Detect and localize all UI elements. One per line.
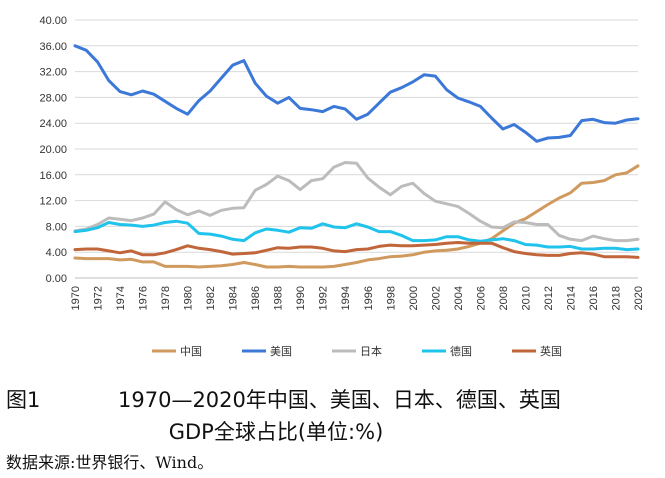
y-tick-label: 20.00	[39, 144, 67, 156]
x-tick-label: 1980	[183, 286, 195, 310]
x-tick-label: 1974	[115, 286, 127, 310]
x-tick-label: 1988	[273, 286, 285, 310]
gridlines	[75, 19, 638, 279]
x-tick-label: 1972	[93, 286, 105, 310]
figure-label: 图1	[6, 388, 41, 412]
x-tick-label: 2006	[475, 286, 487, 310]
legend-label: 德国	[450, 344, 472, 358]
series-line	[73, 44, 640, 143]
y-tick-label: 40.00	[39, 15, 67, 27]
x-tick-label: 1992	[318, 286, 330, 310]
x-tick-label: 1994	[340, 286, 352, 310]
x-tick-label: 1998	[385, 286, 397, 310]
caption-title-line2: GDP全球占比(单位:%)	[168, 420, 384, 444]
legend-label: 美国	[270, 345, 292, 358]
x-tick-label: 1976	[138, 286, 150, 310]
series-line	[73, 164, 640, 269]
x-tick-label: 2004	[453, 286, 465, 310]
x-tick-label: 1986	[250, 286, 262, 310]
series-line	[73, 241, 640, 259]
y-tick-label: 16.00	[39, 170, 67, 182]
legend-label: 日本	[360, 344, 382, 358]
legend-label: 中国	[180, 345, 202, 358]
figure-caption: 图1 1970—2020年中国、美国、日本、德国、英国 GDP全球占比(单位:%…	[6, 384, 656, 446]
y-tick-label: 36.00	[39, 41, 67, 53]
x-tick-label: 2000	[408, 286, 420, 310]
series-line	[73, 219, 640, 252]
y-tick-label: 8.00	[46, 221, 67, 233]
y-tick-label: 32.00	[39, 67, 67, 79]
legend-label: 英国	[540, 344, 562, 358]
y-tick-label: 12.00	[39, 196, 67, 208]
series-line	[73, 161, 640, 243]
x-tick-label: 2012	[543, 286, 555, 310]
caption-title-line1: 1970—2020年中国、美国、日本、德国、英国	[118, 388, 561, 412]
x-tick-label: 1982	[205, 286, 217, 310]
y-tick-label: 4.00	[46, 247, 67, 259]
y-tick-label: 28.00	[39, 92, 67, 104]
x-tick-label: 2016	[588, 286, 600, 310]
x-tick-label: 2020	[633, 286, 645, 310]
x-tick-label: 2018	[610, 286, 622, 310]
series-lines	[73, 44, 640, 269]
x-tick-label: 1970	[70, 286, 82, 310]
y-tick-label: 0.00	[46, 273, 67, 285]
legend: 中国 美国 日本 德国 英国	[152, 344, 562, 358]
y-axis-ticks: 0.00 4.00 8.00 12.00 16.00 20.00 24.00 28.00 32.…	[39, 15, 67, 285]
x-tick-label: 1996	[363, 286, 375, 310]
x-tick-label: 2008	[498, 286, 510, 310]
x-axis-ticks: 1970 1972 1974 1976 1978 1980 1982 1984 1986 1988…	[70, 286, 645, 310]
data-source: 数据来源:世界银行、Wind。	[6, 453, 214, 472]
y-tick-label: 24.00	[39, 118, 67, 130]
x-tick-label: 1990	[295, 286, 307, 310]
x-tick-label: 1978	[160, 286, 172, 310]
line-chart: 0.00 4.00 8.00 12.00 16.00 20.00 24.00 28.00 32.…	[39, 15, 645, 358]
x-tick-label: 2010	[520, 286, 532, 310]
x-tick-label: 2014	[565, 286, 577, 310]
x-tick-label: 2002	[430, 286, 442, 310]
x-tick-label: 1984	[228, 286, 240, 310]
